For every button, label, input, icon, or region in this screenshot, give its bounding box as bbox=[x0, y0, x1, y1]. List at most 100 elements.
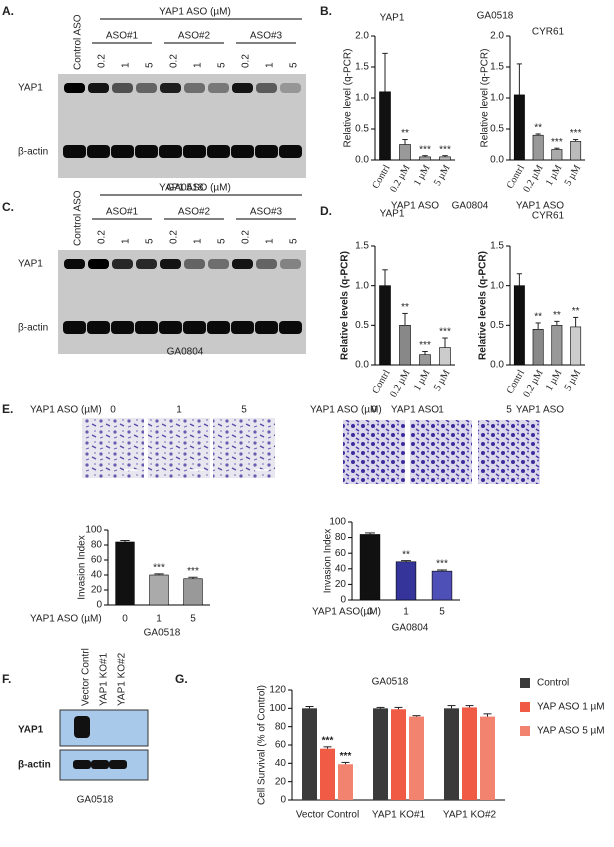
band bbox=[184, 259, 205, 269]
bar bbox=[480, 716, 495, 800]
group-label: ASO#2 bbox=[178, 31, 211, 42]
x-tick-label: 5 µM bbox=[432, 163, 453, 188]
dose-label: 5 bbox=[241, 405, 247, 416]
y-tick-label: 1.0 bbox=[490, 93, 504, 104]
dose-label: 0.2 bbox=[97, 54, 108, 68]
y-tick-label: 0.0 bbox=[490, 155, 504, 166]
x-tick-label: 0.2 µM bbox=[388, 163, 412, 194]
band bbox=[231, 321, 254, 334]
y-tick-label: 1.5 bbox=[355, 62, 369, 73]
x-tick-label: 0.2 µM bbox=[388, 368, 412, 399]
significance: *** bbox=[436, 559, 448, 570]
row-label: β-actin bbox=[18, 147, 48, 158]
significance: *** bbox=[187, 566, 199, 577]
y-tick-label: 80 bbox=[335, 532, 347, 543]
y-tick-label: 0.0 bbox=[355, 155, 369, 166]
blot-membrane bbox=[59, 709, 149, 747]
band bbox=[183, 321, 206, 334]
band bbox=[64, 259, 85, 269]
band bbox=[279, 321, 302, 334]
x-axis-label: YAP1 ASO bbox=[391, 201, 439, 212]
micrograph bbox=[213, 418, 275, 478]
x-tick-label: 1 bbox=[403, 607, 409, 618]
y-tick-label: 0 bbox=[96, 600, 102, 611]
blot-caption: GA0518 bbox=[167, 183, 204, 194]
x-axis-label: YAP1 ASO (µM) bbox=[30, 614, 102, 625]
legend-label: YAP ASO 5 µM bbox=[537, 726, 605, 737]
bar bbox=[379, 91, 391, 161]
bar bbox=[338, 764, 353, 800]
y-tick-label: 1.5 bbox=[490, 241, 504, 252]
significance: *** bbox=[439, 327, 451, 338]
treatment-label: YAP1 ASO (µM) bbox=[159, 7, 231, 18]
bar bbox=[320, 748, 335, 800]
band bbox=[184, 83, 205, 93]
band bbox=[160, 83, 181, 93]
group-label: ASO#3 bbox=[250, 207, 283, 218]
bar bbox=[115, 541, 135, 606]
micrograph bbox=[410, 420, 472, 484]
y-tick-label: 0.5 bbox=[355, 124, 369, 135]
band bbox=[109, 760, 127, 769]
y-tick-label: 60 bbox=[91, 555, 103, 566]
band bbox=[74, 716, 90, 738]
x-tick-label: 0 bbox=[122, 614, 128, 625]
row-label: β-actin bbox=[18, 760, 51, 771]
band bbox=[160, 259, 181, 269]
bar bbox=[532, 134, 544, 161]
x-tick-label: YAP1 KO#1 bbox=[372, 810, 426, 821]
y-axis-label: Invasion Index bbox=[323, 529, 334, 594]
significance: ** bbox=[534, 123, 542, 134]
x-tick-label: 1 µM bbox=[544, 368, 565, 393]
y-tick-label: 20 bbox=[91, 585, 103, 596]
band bbox=[63, 145, 86, 158]
bar bbox=[379, 285, 391, 366]
significance: ** bbox=[534, 312, 542, 323]
band bbox=[112, 83, 133, 93]
significance: *** bbox=[322, 735, 334, 746]
row-label: YAP1 bbox=[18, 725, 44, 736]
significance: *** bbox=[340, 751, 352, 762]
significance: *** bbox=[419, 144, 431, 155]
y-tick-label: 0.0 bbox=[490, 360, 504, 371]
group-label: ASO#2 bbox=[178, 207, 211, 218]
bar bbox=[359, 534, 381, 601]
bar bbox=[444, 708, 459, 800]
band bbox=[280, 259, 301, 269]
y-tick-label: 0.0 bbox=[355, 360, 369, 371]
y-tick-label: 0.5 bbox=[355, 320, 369, 331]
panel-letter: E. bbox=[2, 402, 13, 416]
legend-label: YAP ASO 1 µM bbox=[537, 702, 605, 713]
band bbox=[136, 83, 157, 93]
y-axis-label: Relative levels (q-PCR) bbox=[340, 251, 351, 360]
dose-label: 5 bbox=[145, 62, 156, 68]
group-label: ASO#1 bbox=[106, 207, 139, 218]
band bbox=[87, 321, 110, 334]
band bbox=[111, 321, 134, 334]
legend-swatch bbox=[520, 678, 530, 688]
y-axis-label: Relative level (q-PCR) bbox=[480, 49, 491, 148]
cell-line-label: GA0804 bbox=[452, 201, 489, 212]
significance: *** bbox=[570, 128, 582, 139]
x-tick-label: YAP1 KO#2 bbox=[443, 810, 497, 821]
chart-caption: GA0518 bbox=[144, 628, 181, 639]
x-tick-label: 1 µM bbox=[412, 368, 433, 393]
dose-label: 0 bbox=[110, 405, 116, 416]
row-label: YAP1 bbox=[18, 259, 43, 270]
bar bbox=[439, 347, 451, 366]
band bbox=[255, 145, 278, 158]
bar bbox=[551, 325, 563, 366]
y-tick-label: 80 bbox=[91, 540, 103, 551]
chart-caption: GA0804 bbox=[392, 623, 429, 634]
dose-label: 1 bbox=[121, 62, 132, 68]
band bbox=[208, 83, 229, 93]
row-label: β-actin bbox=[18, 323, 48, 334]
dose-label: 5 bbox=[217, 62, 228, 68]
band bbox=[136, 259, 157, 269]
y-tick-label: 100 bbox=[329, 517, 346, 528]
y-tick-label: 80 bbox=[275, 721, 287, 732]
lane-label: Vector Contrl bbox=[81, 648, 92, 706]
y-tick-label: 1.0 bbox=[355, 93, 369, 104]
band bbox=[91, 760, 109, 769]
bar bbox=[419, 156, 431, 161]
